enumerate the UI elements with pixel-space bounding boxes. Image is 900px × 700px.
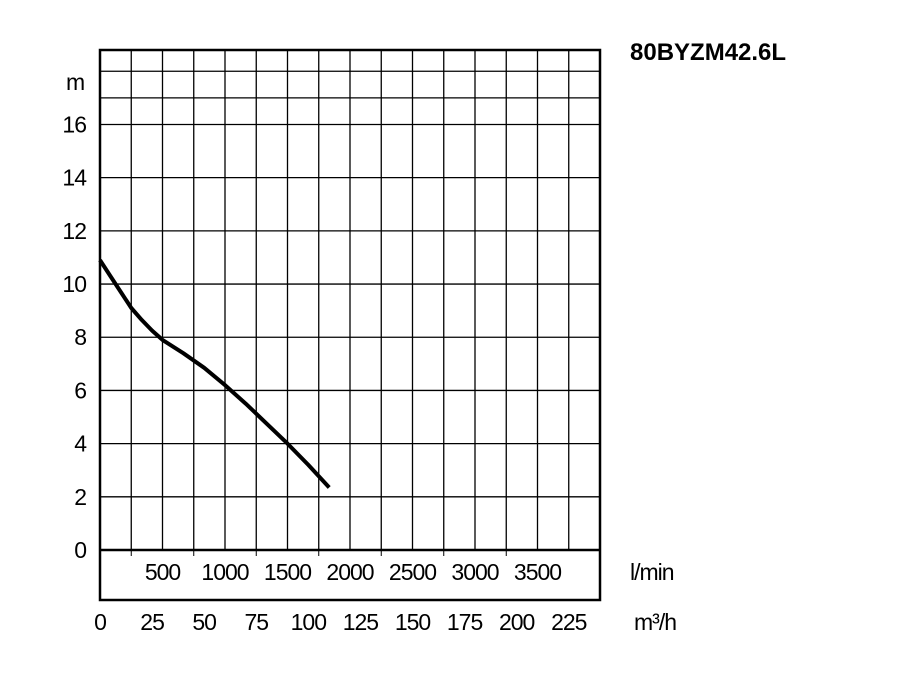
x-primary-tick-label: 75 [244,609,268,635]
x-secondary-tick-label: 3500 [514,559,561,585]
y-tick-label: 12 [62,218,86,244]
x-secondary-tick-label: 2000 [326,559,373,585]
x-primary-tick-label: 225 [551,609,587,635]
x-primary-tick-label: 125 [343,609,379,635]
y-tick-label: 14 [62,165,87,191]
grid-lines [100,50,600,556]
x-primary-unit: m³/h [634,609,676,635]
pump-curve-line [98,259,331,489]
x-primary-tick-label: 25 [140,609,164,635]
tick-label-layer: 0 2 4 6 8 10 12 14 16 0 25 50 75 100 125 150 175 200 225 50… [62,111,587,635]
x-secondary-tick-label: 2500 [389,559,436,585]
x-secondary-tick-label: 3000 [451,559,498,585]
x-secondary-tick-label: 1000 [201,559,248,585]
y-tick-label: 0 [74,537,86,563]
chart-title: 80BYZM42.6L [630,39,786,66]
x-secondary-tick-label: 500 [145,559,181,585]
y-tick-label: 16 [62,111,86,137]
y-tick-label: 10 [62,271,86,297]
y-tick-label: 4 [74,431,87,457]
x-primary-tick-label: 0 [94,609,106,635]
x-primary-tick-label: 50 [192,609,216,635]
x-primary-tick-label: 175 [447,609,483,635]
x-secondary-unit: l/min [630,559,674,585]
plot-frame [98,48,602,602]
y-axis-label: m [66,69,84,95]
x-primary-tick-label: 100 [291,609,327,635]
x-secondary-tick-label: 1500 [264,559,311,585]
curve-layer [98,259,331,489]
x-primary-tick-label: 200 [499,609,535,635]
y-tick-label: 6 [74,377,86,403]
x-primary-tick-label: 150 [395,609,431,635]
y-tick-label: 2 [74,484,86,510]
y-tick-label: 8 [74,324,86,350]
